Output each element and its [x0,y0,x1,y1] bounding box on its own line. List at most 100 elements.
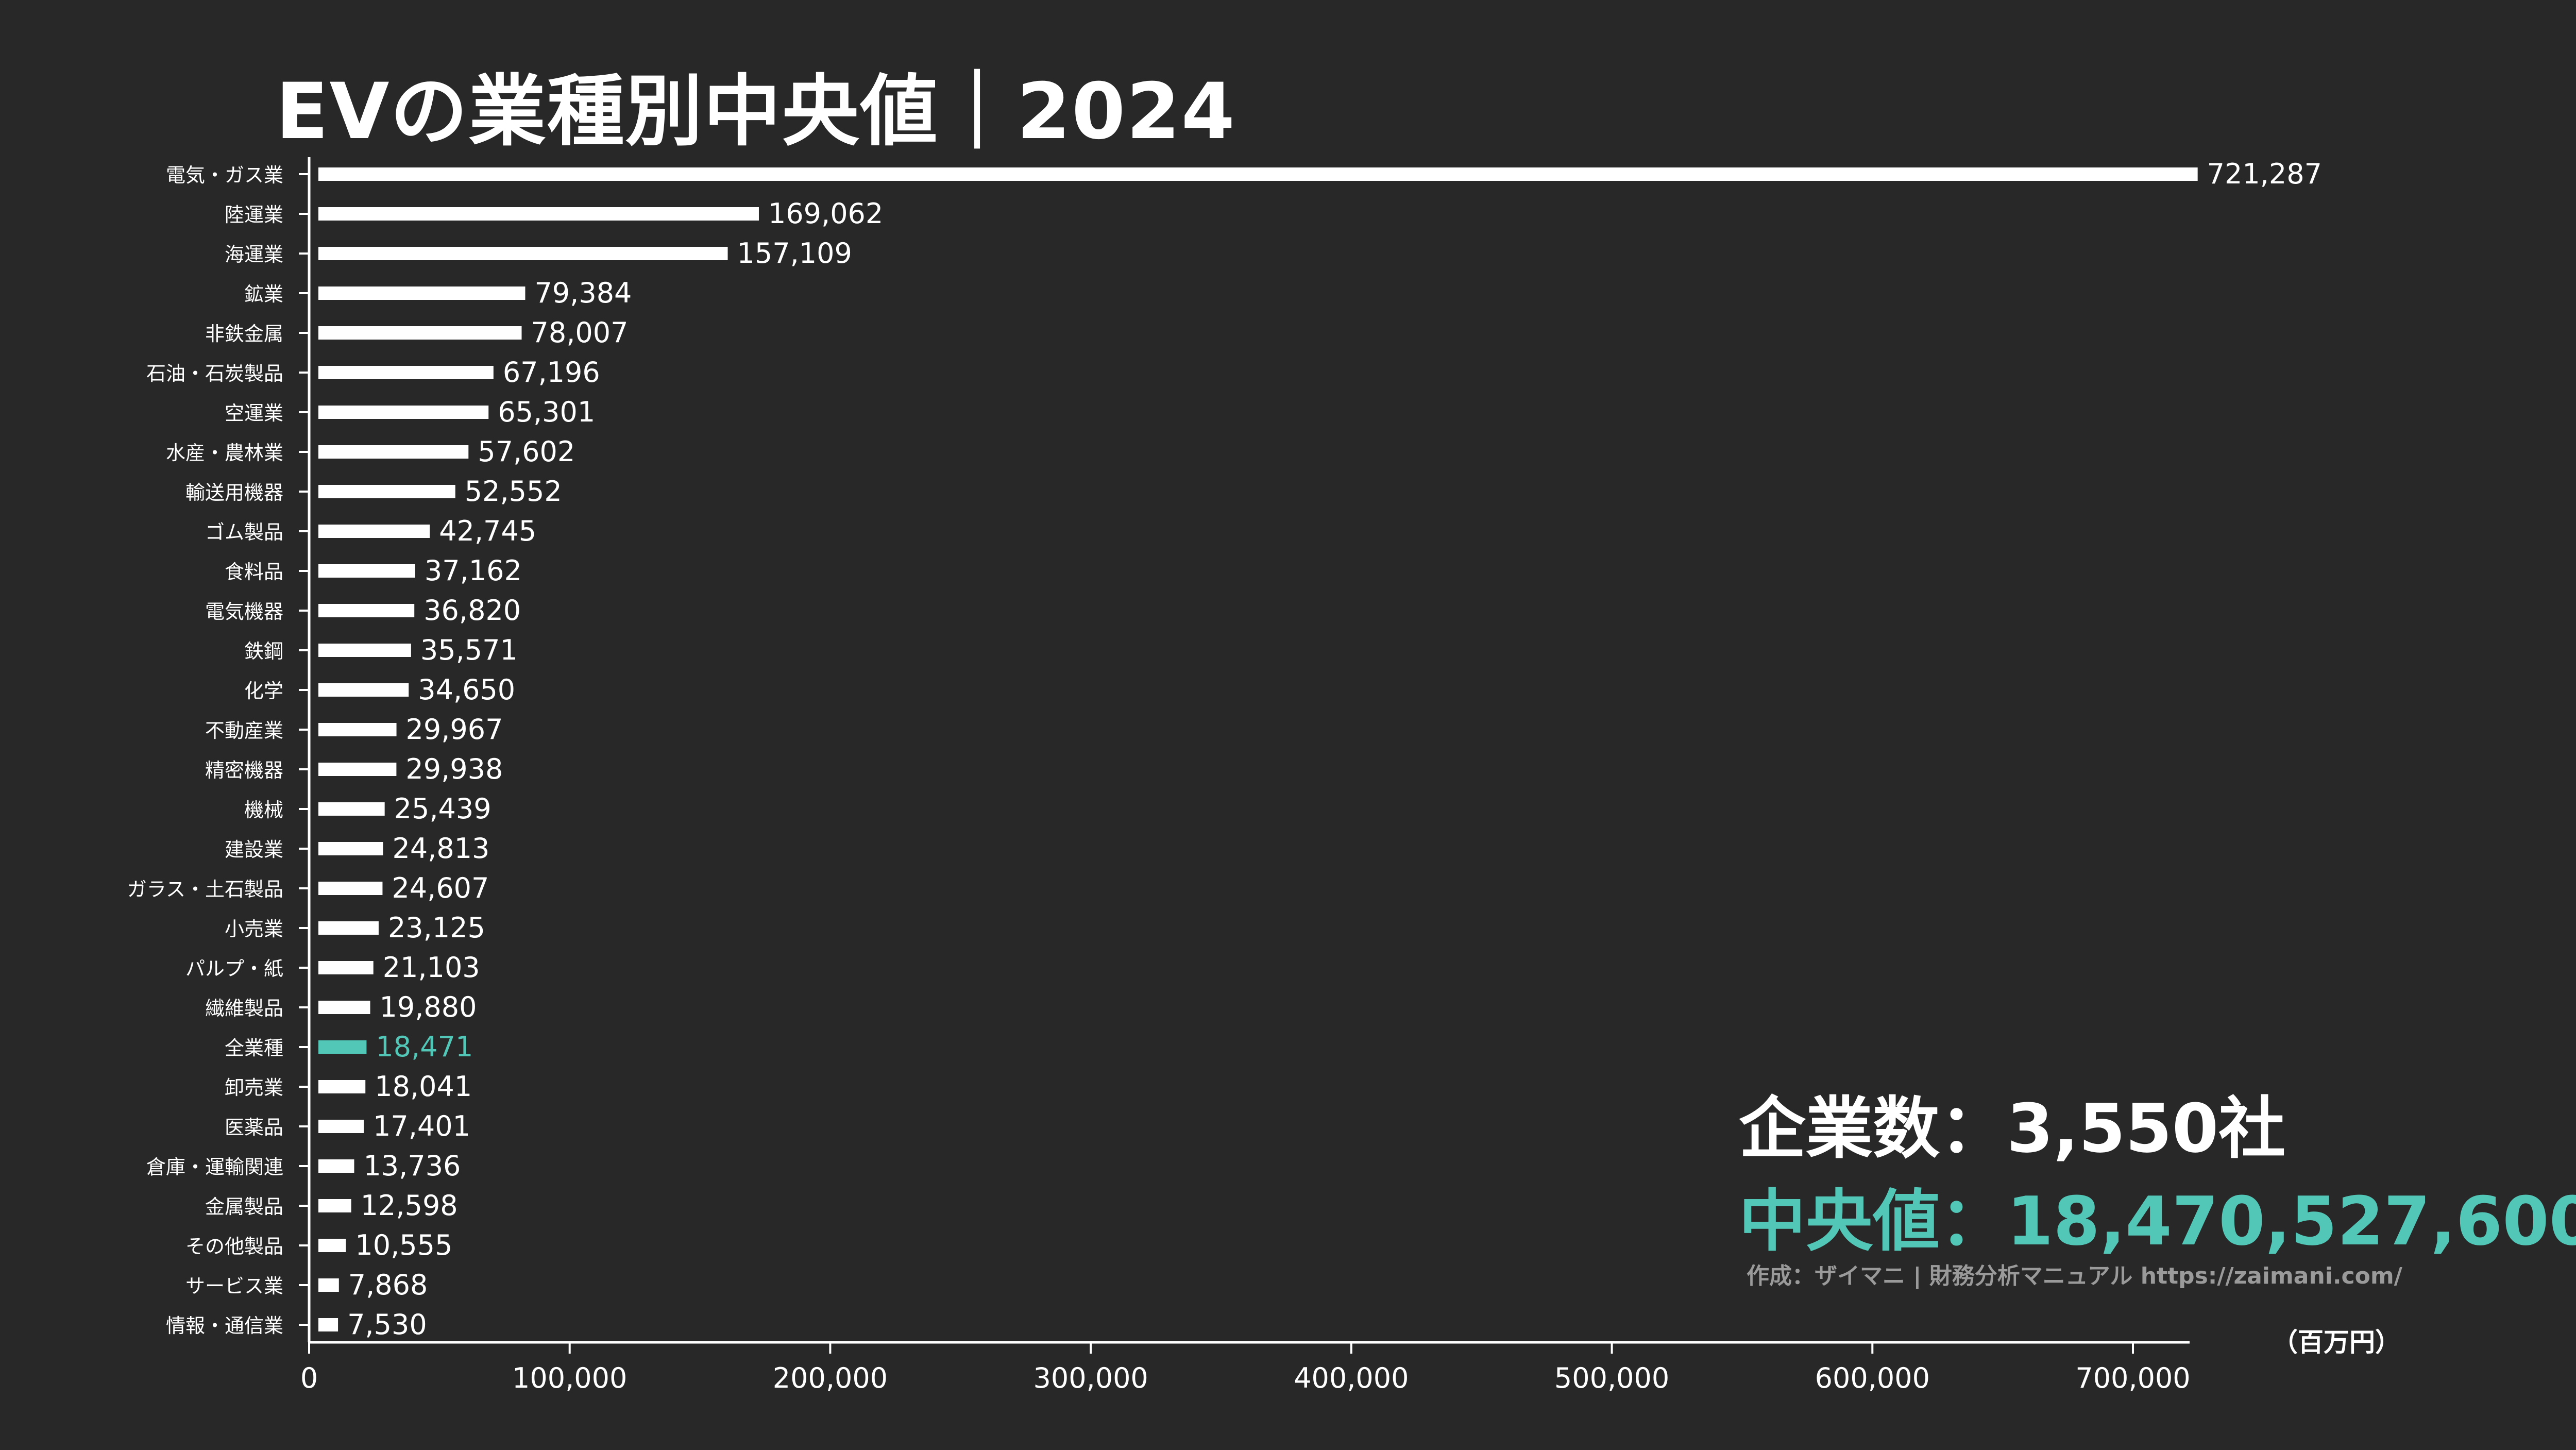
category-label: 輸送用機器 [185,481,283,504]
value-label: 25,439 [394,793,492,825]
category-label: ゴム製品 [205,521,283,544]
category-label: 建設業 [225,838,283,861]
category-label: 海運業 [225,243,283,266]
category-label: 精密機器 [205,759,283,782]
value-label: 29,938 [405,753,503,785]
chart-title: EVの業種別中央値｜2024 [276,67,1236,157]
category-label: ガラス・土石製品 [127,878,283,901]
category-label: 情報・通信業 [166,1314,283,1337]
credit-text: 作成：ザイマニ | 財務分析マニュアル https://zaimani.com/ [1747,1263,2402,1289]
value-label: 157,109 [737,237,852,269]
bar [318,247,728,260]
value-label: 169,062 [768,197,883,230]
value-label: 57,602 [478,435,575,468]
category-label: 繊維製品 [205,997,283,1020]
bar [318,1199,351,1212]
value-label: 65,301 [498,396,595,428]
category-label: サービス業 [185,1275,283,1297]
category-label: 鉱業 [244,283,283,306]
value-label: 12,598 [361,1189,458,1222]
value-label: 10,555 [355,1229,452,1261]
category-label: 小売業 [225,918,283,940]
category-label: 電気機器 [205,600,283,623]
bar-highlight [318,1040,367,1054]
bar [318,842,383,855]
category-label: 不動産業 [205,719,283,742]
category-label: その他製品 [185,1235,283,1258]
category-label: 石油・石炭製品 [146,362,283,385]
value-label: 7,868 [348,1269,428,1301]
bar [318,644,411,657]
category-label: 鉄鋼 [244,640,283,663]
bar [318,167,2198,181]
category-label: 全業種 [225,1037,283,1059]
value-label: 24,607 [392,872,489,904]
bar [318,604,415,617]
bar [318,961,374,974]
x-tick-label: 0 [300,1362,318,1394]
value-label: 24,813 [392,832,489,865]
bar [318,723,397,736]
value-label: 78,007 [531,316,628,349]
value-label: 79,384 [534,277,632,309]
value-label: 721,287 [2207,158,2322,190]
bar [318,882,383,895]
x-tick-label: 500,000 [1554,1362,1669,1394]
bar [318,207,759,221]
bar [318,802,385,816]
value-label: 52,552 [465,475,562,508]
value-label: 18,041 [375,1070,472,1103]
value-label: 18,471 [376,1031,473,1063]
bar [318,485,455,498]
category-label: パルプ・紙 [185,957,283,980]
bar [318,1080,366,1093]
bar [318,1159,354,1173]
category-label: 機械 [244,799,283,821]
x-tick-label: 100,000 [512,1362,627,1394]
category-label: 電気・ガス業 [166,164,283,187]
category-label: 金属製品 [205,1195,283,1218]
value-label: 37,162 [425,554,522,587]
bar [318,1318,338,1331]
value-label: 17,401 [373,1110,470,1142]
x-tick-label: 200,000 [773,1362,888,1394]
bar [318,326,522,340]
bar [318,445,469,459]
value-label: 7,530 [347,1308,427,1341]
bar [318,921,379,935]
value-label: 42,745 [439,515,536,547]
bar [318,1278,339,1292]
x-tick-label: 600,000 [1815,1362,1930,1394]
category-label: 空運業 [225,402,283,425]
bar [318,763,397,776]
category-label: 水産・農林業 [166,442,283,464]
company-count: 企業数：3,550社 [1739,1089,2286,1168]
value-label: 19,880 [380,991,477,1023]
value-label: 34,650 [418,673,515,706]
x-tick-label: 300,000 [1033,1362,1148,1394]
category-label: 食料品 [225,561,283,583]
category-label: 医薬品 [225,1116,283,1139]
category-label: 倉庫・運輸関連 [146,1156,283,1178]
x-axis-unit-label: （百万円） [2272,1327,2401,1357]
value-label: 13,736 [363,1150,461,1182]
category-label: 陸運業 [225,204,283,226]
value-label: 29,967 [406,713,503,746]
bar [318,1239,346,1252]
x-tick-label: 700,000 [2075,1362,2190,1394]
bar [318,286,526,300]
bar [318,406,489,419]
bar [318,525,430,538]
category-label: 化学 [244,680,283,702]
bar [318,1120,364,1133]
bar [318,1001,370,1014]
x-tick-label: 400,000 [1294,1362,1409,1394]
category-label: 卸売業 [225,1076,283,1099]
bar [318,683,409,697]
value-label: 23,125 [388,912,485,944]
bar [318,564,415,578]
median-value: 中央値：18,470,527,600円 [1739,1182,2576,1260]
value-label: 67,196 [503,356,600,389]
bar [318,366,494,379]
